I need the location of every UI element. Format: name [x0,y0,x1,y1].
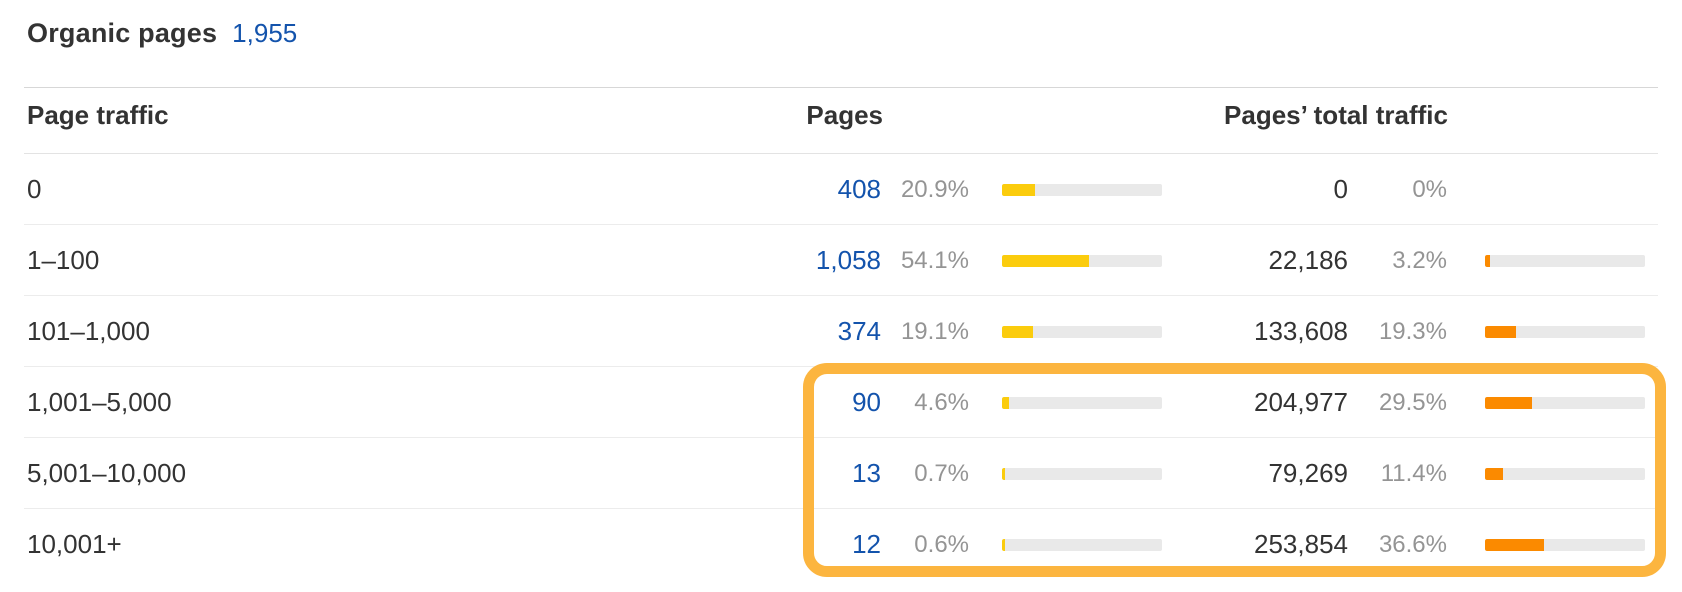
total-traffic-percent: 36.6% [1378,530,1447,558]
page-traffic-bucket: 1–100 [27,245,100,275]
traffic-bar [1485,396,1645,409]
total-traffic-percent: 3.2% [1392,246,1447,274]
total-traffic-value: 0 [1333,174,1348,204]
pages-bar-fill [1002,254,1089,267]
column-header-divider [24,153,1658,154]
table-row: 0 408 20.9% 0 0% [0,154,1682,225]
page-traffic-bucket: 101–1,000 [27,316,150,346]
page-traffic-bucket: 1,001–5,000 [27,387,172,417]
total-traffic-percent: 19.3% [1378,317,1447,345]
organic-pages-count-link[interactable]: 1,955 [232,17,298,48]
traffic-bar [1485,538,1645,551]
pages-bar-fill [1002,396,1009,409]
pages-count-link[interactable]: 1,058 [815,245,881,275]
page-title: Organic pages [27,17,218,48]
pages-percent: 19.1% [900,317,969,345]
traffic-bar-fill [1485,538,1544,551]
total-traffic-percent: 29.5% [1378,388,1447,416]
traffic-bar [1485,254,1645,267]
table-row: 10,001+ 12 0.6% 253,854 36.6% [0,509,1682,580]
pages-bar [1002,183,1162,196]
pages-bar-fill [1002,467,1005,480]
pages-percent: 0.6% [914,530,969,558]
pages-count-link[interactable]: 12 [852,529,881,559]
table-row: 1–100 1,058 54.1% 22,186 3.2% [0,225,1682,296]
page-traffic-bucket: 0 [27,174,42,204]
table-row: 5,001–10,000 13 0.7% 79,269 11.4% [0,438,1682,509]
pages-bar [1002,538,1162,551]
pages-bar-fill [1002,325,1033,338]
traffic-bar [1485,325,1645,338]
pages-percent: 0.7% [914,459,969,487]
page-traffic-bucket: 10,001+ [27,529,122,559]
total-traffic-percent: 0% [1412,175,1447,203]
pages-count-link[interactable]: 13 [852,458,881,488]
total-traffic-percent: 11.4% [1380,459,1447,487]
traffic-bar-fill [1485,467,1503,480]
pages-count-link[interactable]: 374 [837,316,881,346]
pages-percent: 54.1% [900,246,969,274]
traffic-bar-fill [1485,325,1516,338]
total-traffic-value: 22,186 [1268,245,1348,275]
pages-bar [1002,396,1162,409]
report-header: Organic pages 1,955 [27,14,297,52]
traffic-bar-fill [1485,254,1490,267]
total-traffic-value: 253,854 [1254,529,1348,559]
table-column-headers: Page traffic Pages Pages’ total traffic [0,95,1682,135]
page-traffic-bucket: 5,001–10,000 [27,458,187,488]
pages-count-link[interactable]: 90 [852,387,881,417]
traffic-distribution-table: 0 408 20.9% 0 0% 1–100 1,058 54.1% 22,18… [0,154,1682,580]
pages-percent: 4.6% [914,388,969,416]
traffic-bar-fill [1485,396,1532,409]
total-traffic-value: 133,608 [1254,316,1348,346]
table-row: 1,001–5,000 90 4.6% 204,977 29.5% [0,367,1682,438]
column-header-page-traffic: Page traffic [27,99,169,130]
column-header-pages-total-traffic: Pages’ total traffic [1224,99,1448,130]
pages-bar-fill [1002,538,1005,551]
pages-count-link[interactable]: 408 [837,174,881,204]
pages-bar [1002,254,1162,267]
pages-bar [1002,325,1162,338]
pages-percent: 20.9% [900,175,969,203]
traffic-bar [1485,467,1645,480]
pages-bar-fill [1002,183,1035,196]
column-header-pages: Pages [806,99,883,130]
table-row: 101–1,000 374 19.1% 133,608 19.3% [0,296,1682,367]
header-divider [24,87,1658,88]
pages-bar [1002,467,1162,480]
total-traffic-value: 204,977 [1254,387,1348,417]
total-traffic-value: 79,269 [1268,458,1348,488]
